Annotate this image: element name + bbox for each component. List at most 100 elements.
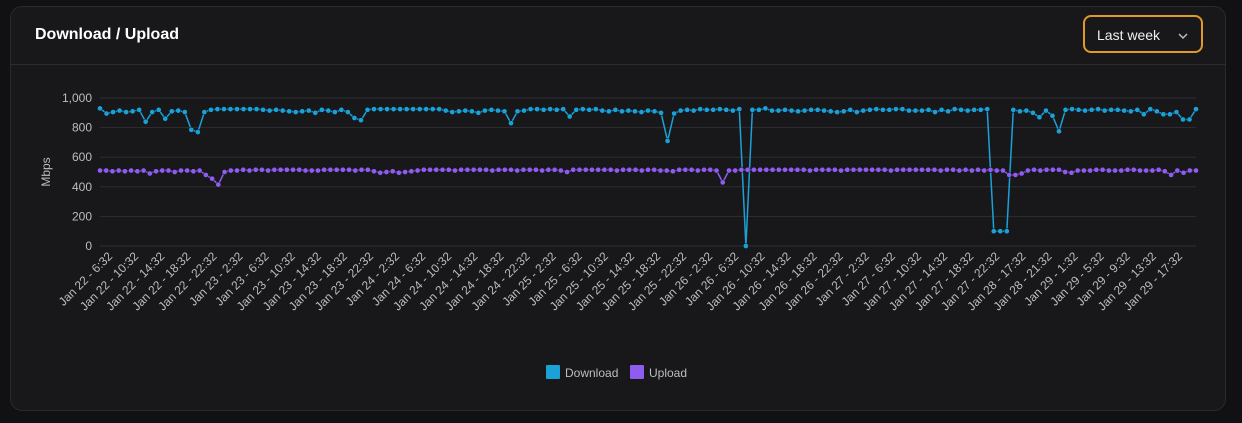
data-point-upload (1062, 169, 1069, 175)
data-point-download (860, 107, 867, 114)
data-point-upload (371, 168, 377, 175)
data-point-download (253, 106, 260, 112)
data-point-upload (595, 166, 602, 173)
y-tick-label: 200 (72, 209, 92, 223)
data-point-download (221, 106, 227, 112)
data-point-download (834, 109, 841, 115)
data-point-upload (184, 167, 191, 174)
data-point-download (1121, 107, 1128, 114)
data-point-upload (327, 166, 334, 173)
data-point-upload (533, 166, 539, 173)
data-point-upload (831, 166, 838, 173)
data-point-upload (919, 166, 925, 173)
data-point-upload (968, 167, 975, 174)
data-point-download (560, 106, 567, 112)
data-point-upload (763, 166, 770, 173)
data-point-download (1043, 107, 1049, 114)
data-point-download (990, 228, 997, 235)
data-point-download (671, 110, 677, 117)
data-point-download (1154, 108, 1160, 115)
data-point-download (677, 107, 684, 114)
data-point-upload (570, 166, 577, 173)
data-point-download (984, 106, 991, 112)
data-point-upload (1174, 167, 1181, 174)
y-tick-label: 400 (72, 180, 92, 194)
data-point-download (925, 106, 932, 113)
data-point-upload (1093, 166, 1100, 173)
data-point-upload (732, 167, 739, 174)
data-point-upload (128, 167, 134, 174)
data-point-download (1114, 106, 1121, 113)
data-point-upload (944, 166, 950, 173)
data-point-upload (134, 168, 141, 175)
data-point-download (1030, 109, 1036, 116)
data-point-download (195, 129, 201, 135)
data-point-upload (495, 166, 502, 173)
data-point-upload (962, 166, 969, 173)
data-point-upload (894, 166, 900, 173)
data-point-download (716, 106, 723, 112)
data-point-download (116, 107, 123, 114)
data-point-download (482, 107, 488, 114)
data-point-download (814, 106, 821, 113)
data-point-download (743, 243, 749, 249)
data-point-upload (769, 166, 776, 173)
data-point-download (1167, 111, 1173, 118)
data-point-upload (396, 169, 402, 176)
data-point-upload (146, 170, 153, 177)
legend-label-upload[interactable]: Upload (649, 366, 687, 380)
data-point-upload (539, 167, 545, 174)
y-tick-label: 1,000 (62, 91, 92, 105)
data-point-upload (383, 169, 390, 175)
data-point-upload (1130, 166, 1137, 173)
data-point-download (403, 106, 410, 112)
data-point-upload (427, 166, 433, 173)
data-point-download (553, 106, 560, 113)
data-point-upload (657, 167, 664, 174)
card-title: Download / Upload (35, 26, 179, 43)
data-point-upload (987, 166, 994, 173)
data-point-upload (445, 166, 452, 173)
data-point-download (762, 105, 769, 112)
data-point-upload (1143, 167, 1150, 174)
data-point-download (286, 108, 293, 115)
data-point-download (1075, 106, 1082, 113)
series-line-download (99, 107, 1197, 247)
data-point-upload (477, 166, 483, 173)
data-point-download (136, 106, 142, 113)
data-point-download (619, 108, 625, 115)
data-point-upload (433, 166, 440, 173)
data-point-download (1062, 106, 1069, 113)
data-point-upload (937, 167, 944, 174)
data-point-upload (782, 166, 788, 173)
data-point-upload (788, 166, 795, 173)
data-point-download (534, 106, 540, 112)
data-point-upload (850, 166, 857, 173)
data-point-download (1134, 106, 1141, 113)
legend-swatch-download[interactable] (546, 365, 560, 379)
data-point-download (299, 108, 306, 115)
data-point-download (495, 107, 501, 114)
data-point-upload (931, 166, 938, 173)
data-point-download (1160, 111, 1167, 118)
data-point-download (840, 108, 847, 115)
data-point-download (129, 108, 136, 115)
data-point-download (1147, 106, 1154, 112)
data-point-upload (800, 166, 807, 173)
time-range-select[interactable]: Last week (1083, 15, 1203, 53)
data-point-download (703, 106, 710, 113)
data-point-upload (682, 166, 689, 173)
data-point-upload (670, 168, 676, 175)
data-point-download (827, 108, 834, 115)
data-point-upload (333, 166, 340, 173)
data-point-upload (526, 166, 533, 173)
data-point-download (1069, 106, 1075, 112)
data-point-download (260, 106, 266, 113)
data-point-upload (912, 166, 919, 173)
data-point-download (958, 106, 964, 113)
data-point-download (1049, 112, 1056, 119)
data-point-upload (215, 181, 222, 188)
legend-swatch-upload[interactable] (630, 365, 644, 379)
data-point-download (325, 107, 332, 114)
legend-label-download[interactable]: Download (565, 366, 618, 380)
